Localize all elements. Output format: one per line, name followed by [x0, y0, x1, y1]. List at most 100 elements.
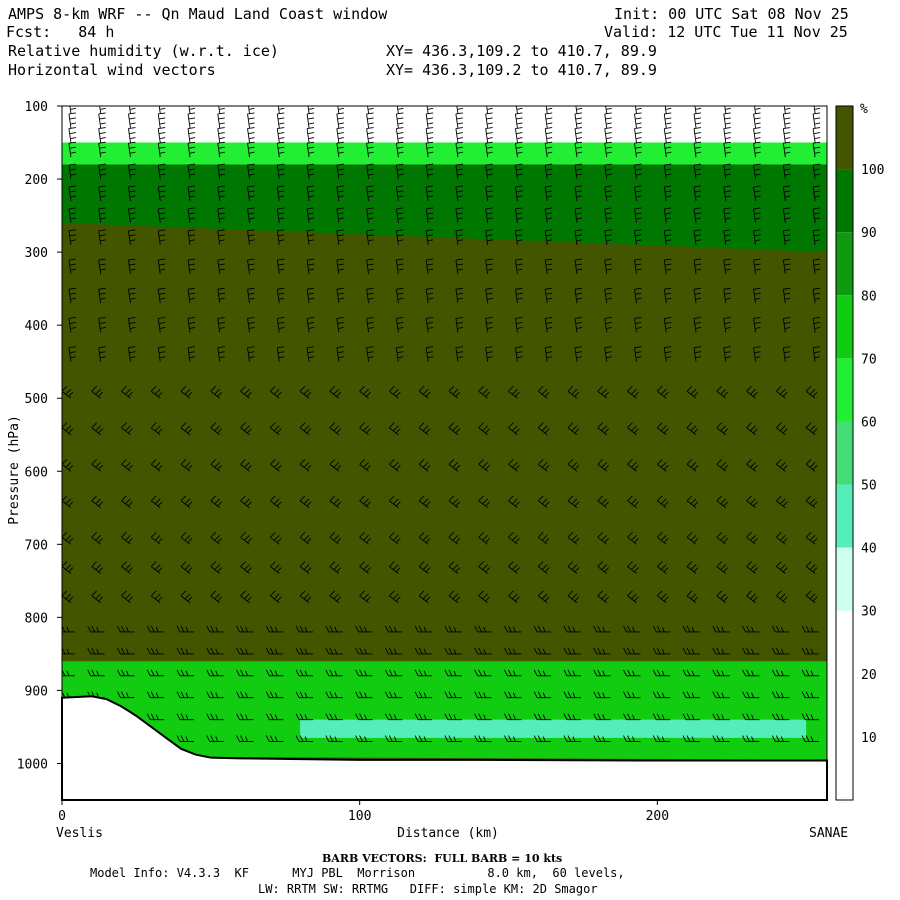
wind-barb — [693, 229, 702, 245]
wind-barb — [210, 385, 223, 399]
wind-barb — [812, 317, 821, 333]
model-info: Model Info: V4.3.3 KF MYJ PBL Morrison 8… — [90, 866, 625, 880]
wind-barb — [121, 458, 133, 472]
wind-barb — [150, 385, 163, 399]
wind-barb — [187, 317, 196, 333]
wind-barb — [336, 317, 344, 333]
wind-barb — [627, 531, 639, 545]
wind-barb — [395, 258, 404, 275]
wind-barb — [574, 127, 583, 143]
wind-barb — [389, 385, 401, 399]
wind-barb — [485, 346, 493, 362]
wind-barb — [723, 207, 731, 223]
colorbar-segment — [836, 295, 853, 359]
wind-barb — [682, 625, 701, 633]
wind-barb — [455, 112, 463, 128]
wind-barb — [634, 258, 642, 275]
wind-barb — [247, 141, 255, 158]
wind-barb — [180, 590, 193, 604]
colorbar-segment — [836, 736, 853, 800]
wind-barb — [574, 207, 583, 223]
wind-barb — [236, 647, 254, 655]
x-tick-label: 0 — [58, 809, 66, 824]
wind-barb — [693, 207, 702, 223]
wind-barb — [157, 127, 166, 143]
wind-barb — [366, 229, 374, 245]
wind-barb — [236, 669, 254, 677]
wind-barb — [682, 713, 701, 721]
wind-barb — [448, 531, 461, 545]
wind-barb — [217, 346, 225, 362]
rh-field — [62, 106, 827, 800]
wind-barb — [604, 317, 612, 333]
wind-barb — [62, 590, 74, 604]
wind-barb — [544, 141, 553, 158]
wind-barb — [269, 561, 282, 574]
wind-barb — [656, 531, 669, 545]
wind-barb — [508, 531, 520, 545]
colorbar-segment — [836, 421, 853, 485]
wind-barb — [336, 141, 344, 158]
wind-barb — [395, 141, 404, 158]
wind-barb — [623, 669, 641, 677]
wind-barb — [455, 229, 463, 245]
wind-barb — [180, 385, 193, 399]
wind-barb — [68, 127, 77, 143]
wind-barb — [485, 229, 493, 245]
wind-barb — [537, 422, 550, 436]
wind-barb — [753, 127, 761, 143]
rh-band-very-dry — [62, 106, 827, 143]
wind-barb — [634, 229, 642, 245]
wind-barb — [782, 346, 791, 362]
wind-barb — [597, 531, 610, 545]
wind-barb — [508, 590, 520, 604]
wind-barb — [634, 207, 642, 223]
y-axis-label: Pressure (hPa) — [7, 415, 22, 525]
wind-barb — [329, 458, 342, 472]
colorbar: 10 20 30 40 50 60 70 80 90 100 — [835, 105, 884, 801]
wind-barb — [782, 317, 791, 333]
wind-barb — [247, 112, 255, 128]
wind-barb — [299, 561, 312, 574]
wind-barb — [355, 735, 373, 743]
wind-barb — [746, 561, 758, 574]
wind-barb — [325, 647, 343, 655]
wind-barb — [276, 112, 285, 128]
wind-barb — [295, 669, 314, 677]
wind-barb — [663, 317, 672, 333]
wind-barb — [742, 625, 760, 633]
rh-band-saturated — [62, 222, 827, 676]
wind-barb — [269, 422, 282, 436]
wind-barb — [753, 229, 761, 245]
wind-barb — [217, 112, 225, 128]
wind-barb — [801, 691, 820, 699]
wind-barb — [157, 141, 166, 158]
wind-barb — [414, 625, 433, 633]
wind-barb — [533, 735, 552, 743]
wind-barb — [366, 127, 374, 143]
wind-barb — [425, 207, 434, 223]
wind-barb — [62, 458, 74, 472]
wind-barb — [295, 713, 314, 721]
wind-barb — [812, 127, 821, 143]
wind-barb — [306, 207, 315, 223]
wind-barb — [87, 647, 105, 655]
wind-barb — [217, 207, 225, 223]
wind-barb — [384, 713, 403, 721]
wind-barb — [597, 590, 610, 604]
wind-barb — [663, 346, 672, 362]
wind-barb — [746, 590, 758, 604]
wind-barb — [87, 669, 105, 677]
wind-barb — [478, 385, 490, 399]
wind-barb — [544, 207, 553, 223]
wind-barb — [62, 561, 74, 574]
wind-barb — [455, 141, 463, 158]
wind-barb — [425, 258, 434, 275]
wind-barb — [574, 258, 583, 275]
wind-barb — [176, 625, 194, 633]
wind-barb — [98, 185, 106, 202]
wind-barb — [187, 207, 196, 223]
wind-barb — [128, 317, 136, 333]
y-tick-label: 500 — [25, 392, 48, 407]
wind-barb — [682, 647, 701, 655]
